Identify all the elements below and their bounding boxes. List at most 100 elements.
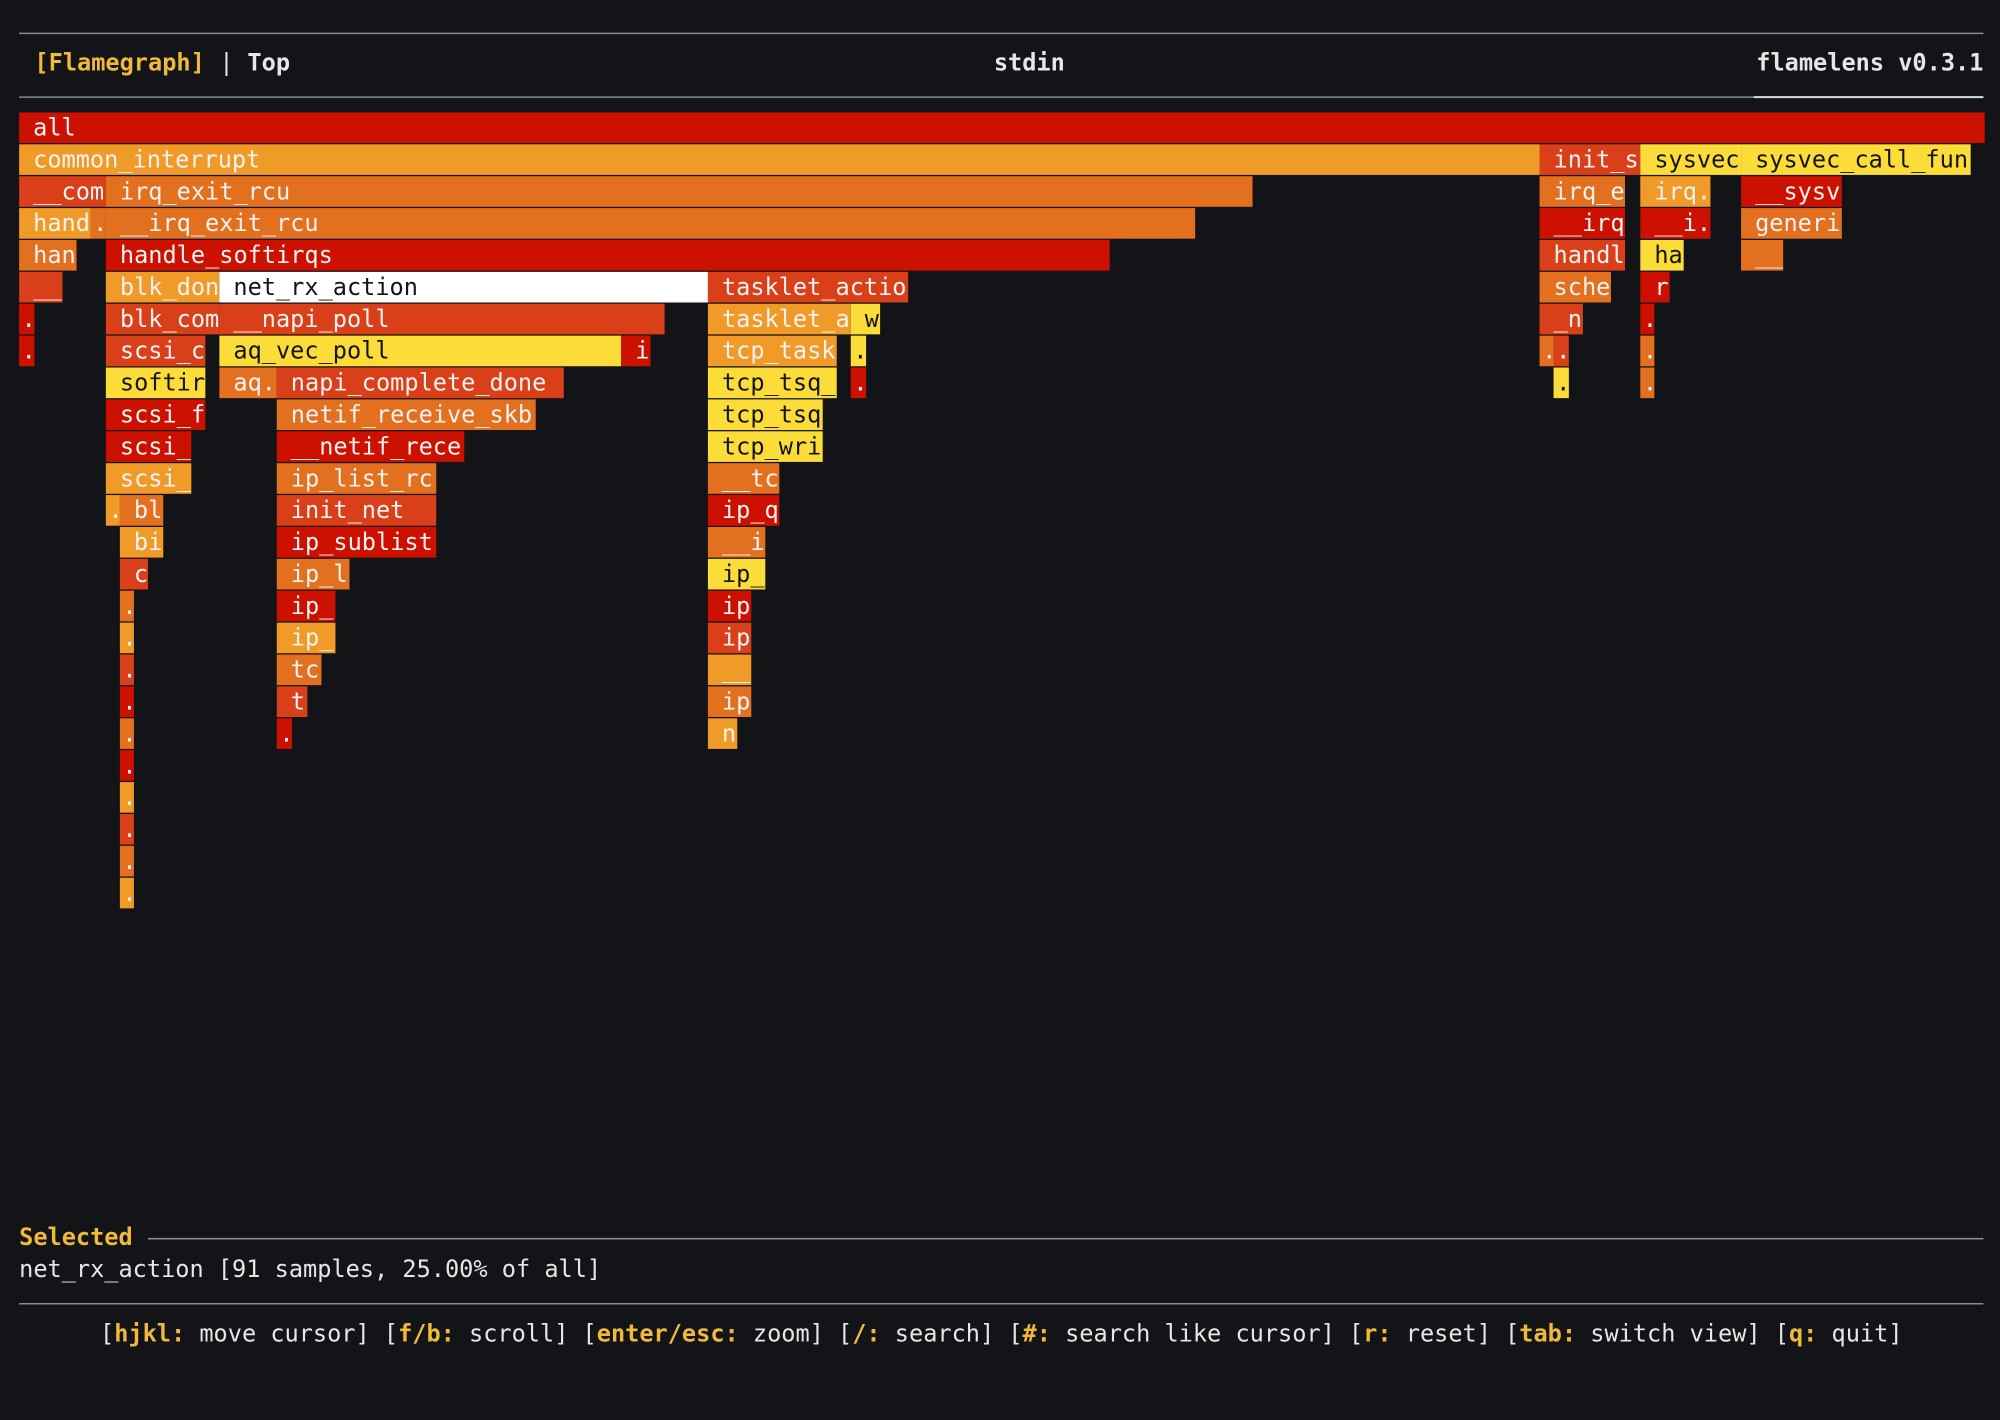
flame-frame: ip_ xyxy=(276,590,336,622)
flame-frame: t xyxy=(276,686,308,718)
flame-frame: __irq xyxy=(1539,208,1625,239)
frame-label: scsi_ xyxy=(120,432,192,460)
flame-frame: bi xyxy=(119,526,164,558)
flame-frame: ha xyxy=(1640,239,1684,271)
flame-frame: __i. xyxy=(1640,208,1711,239)
frame-label: blk_com xyxy=(120,305,219,333)
frame-label: __tc xyxy=(722,464,779,492)
flame-frame: . xyxy=(119,813,134,845)
frame-box xyxy=(707,303,851,335)
frame-label: . xyxy=(122,656,136,684)
frame-label: tasklet_a xyxy=(722,305,850,333)
inactive-tab[interactable]: Top xyxy=(247,48,290,76)
frame-label: ip xyxy=(722,687,750,715)
key: # xyxy=(1023,1319,1038,1347)
key-action: reset xyxy=(1406,1319,1477,1347)
frame-label: __irq_exit_rcu xyxy=(120,209,319,237)
frame-box xyxy=(19,303,35,335)
flame-frame: ip_list_rc xyxy=(276,463,437,494)
frame-box xyxy=(19,144,1540,175)
flame-frame: ip_ xyxy=(707,558,766,590)
key: r xyxy=(1363,1319,1377,1347)
frame-box xyxy=(707,686,752,718)
frame-box xyxy=(105,431,192,462)
frame-label: ip_list_rc xyxy=(291,464,433,492)
frame-label: ip_sublist xyxy=(291,528,433,556)
flame-frame: scsi_ xyxy=(105,431,192,462)
flame-frame: bl xyxy=(119,495,164,526)
frame-box xyxy=(707,271,909,303)
frame-box xyxy=(276,463,437,494)
selected-title: Selected xyxy=(19,1223,133,1251)
key-action: quit xyxy=(1832,1319,1889,1347)
key-separator: : xyxy=(171,1319,185,1347)
frame-box xyxy=(105,367,206,399)
frame-box xyxy=(19,335,35,367)
frame-box xyxy=(276,718,293,749)
frame-box xyxy=(1640,303,1655,335)
frame-box xyxy=(1553,335,1569,367)
frame-label: __ xyxy=(1755,241,1784,269)
frame-label: __ xyxy=(722,656,751,684)
frame-label: handl xyxy=(1554,241,1625,269)
key-action: zoom xyxy=(753,1319,810,1347)
flame-frame: __netif_rece xyxy=(276,431,465,462)
key-separator: : xyxy=(1377,1319,1391,1347)
frame-box xyxy=(1640,239,1684,271)
frame-label: . xyxy=(1643,337,1657,365)
frame-box xyxy=(707,495,780,526)
frame-box xyxy=(119,877,134,909)
frame-label: tcp_tsq_ xyxy=(722,369,836,397)
flame-frame: __sysv xyxy=(1741,176,1842,207)
frame-box xyxy=(119,622,134,654)
frame-label: . xyxy=(108,496,122,524)
flame-frame: w xyxy=(850,303,881,335)
frame-box xyxy=(119,495,164,526)
frame-label: irq. xyxy=(1654,177,1711,205)
frame-label: init_s xyxy=(1554,145,1639,173)
frame-box xyxy=(119,813,134,845)
flame-frame: __com xyxy=(19,176,106,207)
flame-frame: irq_e xyxy=(1539,176,1625,207)
frame-box xyxy=(1640,271,1670,303)
frame-label: . xyxy=(122,719,136,747)
flame-frame: irq_exit_rcu xyxy=(105,176,1253,207)
frame-box xyxy=(707,335,837,367)
bracket: [ xyxy=(384,1319,398,1347)
flame-frame: . xyxy=(19,335,35,367)
frame-label: . xyxy=(122,687,136,715)
frame-label: ha xyxy=(1654,241,1682,269)
frame-label: ip xyxy=(722,624,750,652)
flame-frame: scsi_ xyxy=(105,463,192,494)
flame-frame: aq_vec_poll xyxy=(219,335,622,367)
key-separator: : xyxy=(1803,1319,1817,1347)
flame-frame: . xyxy=(90,208,106,239)
frame-label: . xyxy=(122,592,136,620)
frame-box xyxy=(1539,335,1554,367)
frame-box xyxy=(19,176,106,207)
key: hjkl xyxy=(114,1319,171,1347)
flame-frame: . xyxy=(105,495,122,526)
flame-frame: tcp_task xyxy=(707,335,837,367)
frame-label: c xyxy=(134,560,148,588)
frame-label: scsi_f xyxy=(120,400,205,428)
frame-label: t xyxy=(291,687,305,715)
flame-frame: common_interrupt xyxy=(19,144,1540,175)
frame-box xyxy=(707,399,823,431)
frame-label: softir xyxy=(120,369,205,397)
flame-frame: softir xyxy=(105,367,206,399)
flame-frame: ip_ xyxy=(276,622,336,654)
flame-frame: ip xyxy=(707,686,752,718)
key-separator: : xyxy=(1037,1319,1051,1347)
flame-frame: irq. xyxy=(1640,176,1711,207)
frame-box xyxy=(707,590,752,622)
frame-label: generi xyxy=(1755,209,1840,237)
frame-box xyxy=(105,176,1253,207)
frame-box xyxy=(219,303,665,335)
active-tab[interactable]: [Flamegraph] xyxy=(34,48,204,76)
flame-frame: handl xyxy=(1539,239,1625,271)
frame-box xyxy=(105,399,206,431)
frame-box xyxy=(276,367,564,399)
frame-box xyxy=(119,590,134,622)
